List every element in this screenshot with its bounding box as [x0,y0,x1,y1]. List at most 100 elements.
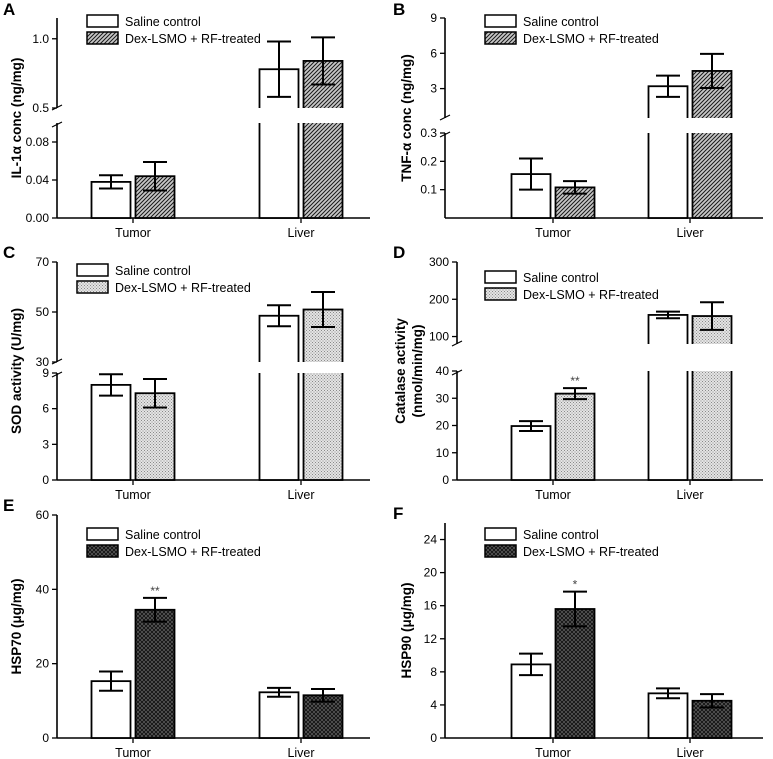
y-tick-label: 6 [42,402,49,416]
panel-letter: B [393,0,405,19]
y-tick-label: 0.3 [420,126,437,140]
bar-treated-liver [691,70,733,219]
bar-saline-liver [647,314,689,481]
x-category-label: Tumor [115,226,151,240]
y-axis-label: SOD activity (U/mg) [9,308,24,434]
y-tick-label: 40 [436,364,450,378]
panel-e: E 0 20 40 60 Tumor Liver HSP70 (μg/mg) ** Saline … [3,496,370,759]
legend-swatch-saline [484,14,517,28]
bar-axis-break-gap [258,108,300,123]
legend-label: Saline control [125,528,201,542]
bar-treated-liver [691,315,733,481]
legend-label: Dex-LSMO + RF-treated [523,32,659,46]
y-tick-label: 0 [42,473,49,487]
y-axis-label: Catalase activity [393,318,408,424]
y-tick-label: 9 [42,366,49,380]
panel-letter: F [393,504,403,523]
y-tick-label: 4 [430,698,437,712]
y-tick-label: 6 [430,46,437,60]
panels-group: A 0.00 0.04 0.08 0.5 1.0 Tumor Liver IL-1α conc … [3,0,763,759]
panel-b: B 0.1 0.2 0.3 3 6 9 Tumor Liver TNF-α conc (ng/mg… [393,0,763,240]
y-tick-label: 20 [36,657,50,671]
bar-axis-break-gap [647,118,689,133]
x-category-label: Tumor [115,488,151,502]
y-tick-label: 16 [424,599,438,613]
y-axis-label: IL-1α conc (ng/mg) [9,58,24,179]
y-tick-label: 0.5 [32,101,49,115]
legend-label: Saline control [115,264,191,278]
y-tick-label: 60 [36,508,50,522]
y-tick-label: 0 [430,731,437,745]
panel-letter: E [3,496,14,515]
legend-swatch-treated [484,287,517,301]
x-category-label: Tumor [535,226,571,240]
bar-saline-liver [647,692,689,739]
panel-c: C 0 3 6 930 50 70 Tumor Liver SOD activity (U/mg)… [3,243,370,502]
legend-label: Saline control [523,271,599,285]
legend-label: Dex-LSMO + RF-treated [125,545,261,559]
legend-swatch-treated [86,31,119,45]
y-tick-label: 300 [429,255,449,269]
y-tick-label: 3 [42,437,49,451]
y-tick-label: 0.04 [26,173,50,187]
panel-letter: C [3,243,15,262]
legend-label: Dex-LSMO + RF-treated [523,545,659,559]
y-tick-label: 0.2 [420,154,437,168]
y-tick-label: 30 [36,355,50,369]
axis-break-mark [451,340,463,376]
legend-label: Dex-LSMO + RF-treated [125,32,261,46]
y-tick-label: 0.08 [26,135,50,149]
x-category-label: Liver [287,746,314,759]
legend-label: Dex-LSMO + RF-treated [115,281,251,295]
y-tick-label: 0.1 [420,183,437,197]
legend-label: Saline control [523,15,599,29]
legend-swatch-treated [484,31,517,45]
panel-a: A 0.00 0.04 0.08 0.5 1.0 Tumor Liver IL-1α conc … [3,0,370,240]
legend-swatch-saline [484,270,517,284]
panel-letter: A [3,0,15,19]
y-tick-label: 70 [36,255,50,269]
y-tick-label: 100 [429,330,449,344]
y-axis-label: (nmol/min/mg) [410,325,425,418]
bar-axis-break-gap [302,108,344,123]
x-category-label: Tumor [115,746,151,759]
legend-swatch-saline [86,14,119,28]
y-axis-label: TNF-α conc (ng/mg) [399,54,414,182]
x-category-label: Tumor [535,488,571,502]
bar-axis-break-gap [647,344,689,371]
y-tick-label: 0.00 [26,211,50,225]
axis-break-mark [439,114,451,138]
y-tick-label: 24 [424,533,438,547]
y-tick-label: 200 [429,292,449,306]
legend-swatch-treated [76,280,109,294]
y-tick-label: 8 [430,665,437,679]
y-axis-label: HSP70 (μg/mg) [9,578,24,674]
bar-saline-tumor [510,425,552,481]
y-tick-label: 20 [436,419,450,433]
y-tick-label: 9 [430,11,437,25]
legend-swatch-saline [484,527,517,541]
bar-axis-break-gap [691,344,733,371]
significance-mark: ** [570,374,580,388]
y-tick-label: 0 [442,473,449,487]
legend-swatch-treated [86,544,119,558]
y-tick-label: 20 [424,566,438,580]
bar-saline-liver [258,314,300,481]
x-category-label: Liver [676,488,703,502]
bar-treated-tumor [554,392,596,481]
bar-saline-liver [258,691,300,739]
panel-f: F 0 4 8 12 16 20 24 Tumor Liver HSP90 (μg/mg) * Sali… [393,504,763,759]
x-category-label: Liver [676,746,703,759]
panel-letter: D [393,243,405,262]
legend-label: Saline control [523,528,599,542]
bar-treated-tumor [554,608,596,739]
significance-mark: ** [150,584,160,598]
legend-swatch-treated [484,544,517,558]
y-tick-label: 12 [424,632,438,646]
x-category-label: Tumor [535,746,571,759]
bar-axis-break-gap [258,362,300,373]
legend-swatch-saline [76,263,109,277]
y-tick-label: 1.0 [32,32,49,46]
bar-treated-tumor [554,186,596,219]
